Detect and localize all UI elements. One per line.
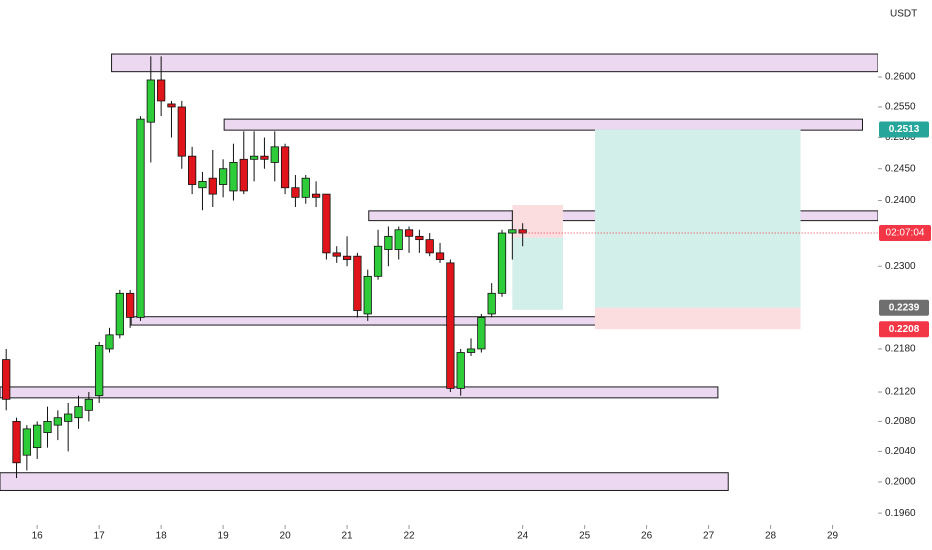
candle-body	[33, 424, 42, 449]
target-zone	[512, 237, 563, 310]
candle-body	[177, 106, 186, 157]
y-tick-label: 0.2120	[885, 387, 916, 398]
candle-body	[95, 345, 104, 397]
price-label-box	[879, 321, 929, 338]
price-label: 0.2513	[889, 124, 920, 135]
x-tick-label: 21	[342, 531, 354, 542]
zone	[111, 53, 878, 73]
candle-body	[384, 235, 393, 250]
candle-body	[115, 292, 124, 336]
candle-body	[43, 421, 52, 433]
candle-body	[188, 155, 197, 185]
candle-body	[22, 428, 31, 456]
x-tick-label: 29	[827, 531, 839, 542]
candle-body	[198, 180, 207, 189]
candle-body	[394, 229, 403, 250]
price-label-box	[879, 299, 929, 316]
candle-body	[487, 292, 496, 315]
zone	[0, 386, 719, 399]
x-tick-label: 22	[403, 531, 415, 542]
x-tick-label: 17	[94, 531, 106, 542]
zone	[0, 472, 729, 491]
candle-body	[74, 406, 83, 419]
candle-body	[466, 348, 476, 353]
candle-body	[332, 252, 341, 257]
price-label: 0.2239	[889, 302, 920, 313]
candle-body	[208, 177, 217, 195]
candle-body	[342, 255, 352, 260]
y-tick-label: 0.2400	[885, 195, 916, 206]
candle-body	[353, 255, 362, 311]
countdown-box	[879, 225, 931, 242]
price-label-box	[879, 121, 929, 138]
axes: 0.2600 0.2550 0.2500 0.2450 0.2400 0.2300 0.21…	[32, 72, 931, 542]
zone	[223, 118, 864, 131]
candle-body	[291, 187, 300, 198]
plot-area	[0, 53, 878, 491]
candle-body	[229, 162, 238, 192]
candle-body	[157, 79, 166, 102]
candle-body	[373, 245, 383, 277]
candle-body	[508, 229, 517, 234]
candle-body	[64, 413, 73, 422]
candle-body	[84, 398, 93, 411]
candle-body	[280, 146, 290, 189]
y-tick-label: 0.2600	[885, 72, 916, 83]
candle-body	[218, 168, 228, 185]
candle-body	[270, 146, 279, 163]
price-label: 0.2208	[889, 324, 920, 335]
candle-body	[126, 292, 135, 318]
zone	[130, 316, 667, 326]
candle-body	[435, 252, 445, 260]
candle-body	[311, 193, 321, 198]
candle-body	[301, 177, 310, 198]
candle-body	[404, 229, 414, 237]
candle-body	[167, 103, 176, 108]
candle-body	[12, 421, 21, 464]
y-tick-label: 0.2080	[885, 416, 916, 427]
candle-body	[146, 79, 155, 123]
y-tick-label: 0.1960	[885, 508, 916, 519]
x-tick-label: 26	[641, 531, 653, 542]
x-tick-label: 18	[156, 531, 168, 542]
x-tick-label: 24	[517, 531, 529, 542]
candle-body	[260, 155, 269, 160]
countdown-label: 02:07:04	[886, 228, 925, 239]
y-tick-label: 0.2180	[885, 344, 916, 355]
x-tick-label: 16	[32, 531, 44, 542]
candle-body	[136, 118, 145, 318]
candle-body	[105, 334, 114, 350]
y-tick-label: 0.2450	[885, 163, 916, 174]
x-tick-label: 20	[280, 531, 292, 542]
y-tick-label: 0.2300	[885, 261, 916, 272]
candle-body	[415, 235, 424, 241]
candle-body	[456, 352, 465, 389]
candle-body	[497, 232, 507, 294]
currency-label: USDT	[890, 9, 917, 20]
candle-body	[363, 275, 372, 315]
candle-body	[249, 155, 259, 160]
x-tick-label: 19	[218, 531, 230, 542]
x-tick-label: 25	[579, 531, 591, 542]
candle-body	[477, 317, 486, 350]
candle-body	[425, 239, 434, 254]
candle-body	[322, 193, 331, 254]
candle-body	[53, 417, 62, 426]
candle-body	[446, 262, 455, 389]
target-zone	[594, 129, 801, 308]
y-tick-label: 0.2000	[885, 477, 916, 488]
x-tick-label: 27	[703, 531, 715, 542]
y-tick-label: 0.2040	[885, 446, 916, 457]
candle-body	[2, 359, 11, 400]
x-tick-label: 28	[765, 531, 777, 542]
stop-zone	[594, 307, 801, 330]
candle-body	[239, 158, 248, 192]
y-tick-label: 0.2550	[885, 102, 916, 113]
y-tick-label: 0.2500	[885, 132, 916, 143]
